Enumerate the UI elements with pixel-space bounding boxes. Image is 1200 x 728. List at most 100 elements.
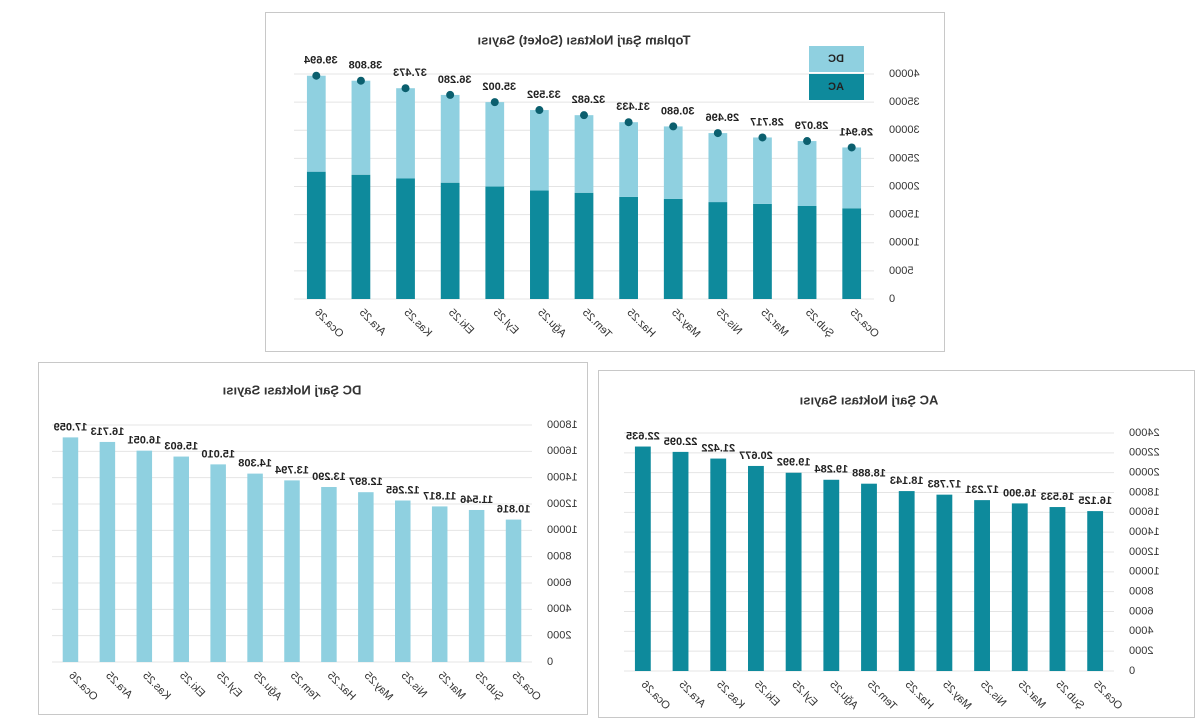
- bar: [797, 141, 817, 207]
- x-tick-label: Mar.25: [1016, 679, 1048, 711]
- x-tick-label: Oca.25: [1091, 679, 1125, 713]
- y-tick-label: 2000: [547, 630, 571, 642]
- bar: [284, 480, 300, 662]
- chart-title: DC Şarj Noktası Sayısı: [223, 382, 362, 397]
- value-label: 30.680: [661, 105, 695, 117]
- bar: [823, 479, 840, 671]
- bar: [753, 137, 772, 204]
- bar: [842, 147, 862, 209]
- total-chart: Toplam Şarj Noktası (Soket) Sayısı 0 5000 1…: [265, 12, 945, 352]
- value-label: 12.265: [386, 484, 420, 496]
- value-label: 13.290: [312, 471, 346, 483]
- bar: [708, 133, 728, 203]
- bar: [842, 208, 862, 299]
- y-tick-label: 14000: [547, 472, 578, 484]
- x-tick-label: Şub.25: [803, 307, 836, 340]
- bar: [358, 492, 374, 662]
- value-label: 17.231: [965, 484, 999, 496]
- chart-title: Toplam Şarj Noktası (Soket) Sayısı: [478, 32, 691, 47]
- bar: [440, 94, 460, 183]
- bar: [530, 110, 549, 191]
- x-tick-label: Tem.25: [288, 670, 322, 704]
- bar: [431, 506, 448, 662]
- total-dot: [803, 137, 812, 146]
- y-tick-label: 4000: [1129, 625, 1153, 637]
- y-tick-label: 25000: [889, 152, 920, 164]
- total-dot: [847, 143, 856, 152]
- y-tick-label: 10000: [547, 524, 578, 536]
- x-tick-label: Haz.25: [903, 679, 936, 712]
- value-label: 35.002: [482, 81, 516, 93]
- x-tick-label: Şub.25: [472, 670, 505, 703]
- y-tick-label: 12000: [547, 498, 578, 510]
- value-label: 36.280: [438, 74, 472, 86]
- value-label: 16.533: [1041, 491, 1075, 503]
- x-tick-label: Ağu.25: [535, 307, 568, 340]
- bar: [306, 75, 326, 172]
- value-label: 11.546: [460, 494, 493, 506]
- x-tick-label: Oca.25: [509, 670, 543, 704]
- value-label: 16.900: [1003, 487, 1037, 499]
- total-dot: [490, 98, 499, 107]
- x-tick-label: Kas.25: [714, 679, 747, 712]
- y-tick-label: 30000: [889, 124, 920, 136]
- x-tick-label: Eki.25: [177, 670, 207, 700]
- value-label: 39.694: [303, 55, 338, 67]
- x-tick-label: Tem.25: [580, 307, 614, 341]
- bar: [574, 115, 594, 193]
- x-tick-label: Kas.25: [401, 307, 434, 340]
- y-tick-label: 20000: [889, 180, 920, 192]
- bar: [1049, 507, 1066, 671]
- total-dot: [580, 111, 588, 120]
- bar: [247, 473, 263, 662]
- legend-label: AC: [828, 81, 844, 93]
- bar: [663, 198, 683, 299]
- legend-swatch: [809, 74, 864, 100]
- value-label: 14.308: [238, 458, 272, 470]
- legend-label: DC: [828, 53, 844, 65]
- bar: [936, 494, 953, 671]
- x-tick-label: Ara.25: [676, 679, 707, 710]
- bar: [898, 491, 915, 671]
- bar: [351, 174, 371, 299]
- bar: [663, 126, 683, 199]
- y-tick-label: 6000: [547, 577, 571, 589]
- x-tick-label: Haz.25: [325, 670, 358, 703]
- bar: [440, 182, 460, 299]
- bar: [396, 88, 415, 179]
- bar: [468, 509, 485, 662]
- x-tick-label: Oca.26: [639, 679, 673, 713]
- value-label: 10.816: [497, 503, 531, 515]
- y-tick-label: 15000: [889, 209, 920, 221]
- value-label: 16.125: [1078, 495, 1112, 507]
- bar: [351, 80, 371, 175]
- value-label: 22.635: [626, 430, 660, 442]
- y-tick-label: 8000: [547, 551, 571, 563]
- total-dot: [624, 118, 633, 127]
- bar: [306, 171, 326, 299]
- value-label: 28.717: [750, 116, 784, 128]
- value-label: 29.496: [705, 112, 739, 124]
- total-dot: [713, 129, 722, 138]
- x-tick-label: May.25: [940, 679, 973, 712]
- x-tick-label: Eki.25: [752, 679, 782, 709]
- bar: [173, 456, 189, 662]
- chart-title: AC Şarj Noktası Sayısı: [800, 392, 939, 407]
- value-label: 15.010: [201, 448, 235, 460]
- bar: [708, 202, 728, 299]
- y-tick-label: 2000: [1129, 645, 1153, 657]
- y-tick-label: 24000: [1129, 427, 1160, 439]
- y-tick-label: 5000: [889, 265, 913, 277]
- x-tick-label: Oca.25: [848, 307, 882, 341]
- value-label: 15.603: [164, 440, 198, 452]
- bar: [62, 437, 79, 662]
- ac-chart: AC Şarj Noktası Sayısı 0 2000 4000 6000 8000 1…: [598, 370, 1195, 718]
- value-label: 38.808: [349, 60, 383, 72]
- total-dot: [535, 106, 544, 115]
- y-tick-label: 14000: [1129, 526, 1160, 538]
- value-label: 21.422: [701, 442, 735, 454]
- bar: [797, 206, 817, 299]
- y-tick-label: 8000: [1129, 586, 1153, 598]
- value-label: 20.677: [739, 450, 773, 462]
- total-dot: [446, 90, 455, 99]
